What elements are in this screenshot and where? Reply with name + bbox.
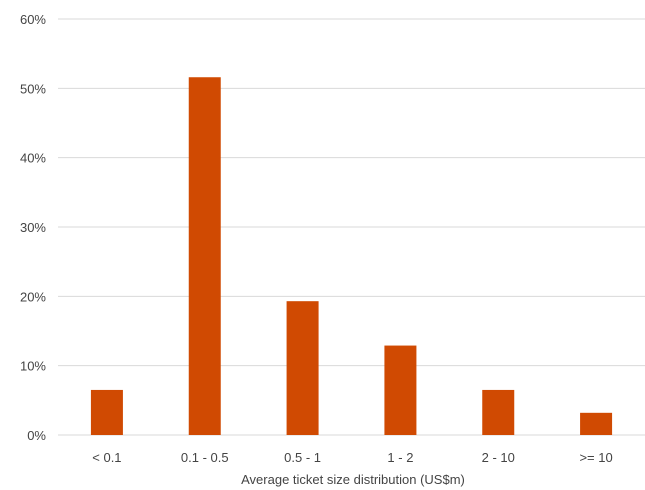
y-tick-label: 50% bbox=[20, 81, 46, 96]
y-tick-label: 30% bbox=[20, 220, 46, 235]
x-tick-label: >= 10 bbox=[579, 450, 612, 465]
gridlines bbox=[58, 18, 645, 436]
bars bbox=[90, 77, 613, 436]
y-tick-label: 20% bbox=[20, 289, 46, 304]
y-tick-label: 0% bbox=[27, 428, 46, 443]
bar bbox=[580, 412, 613, 435]
y-tick-label: 10% bbox=[20, 359, 46, 374]
x-tick-label: 0.5 - 1 bbox=[284, 450, 321, 465]
x-tick-label: 2 - 10 bbox=[482, 450, 515, 465]
y-axis-ticks: 0% 10% 20% 30% 40% 50% 60% bbox=[20, 12, 46, 443]
x-tick-label: 0.1 - 0.5 bbox=[181, 450, 229, 465]
y-tick-label: 40% bbox=[20, 151, 46, 166]
bar bbox=[188, 77, 221, 436]
y-tick-label: 60% bbox=[20, 12, 46, 27]
bar bbox=[482, 389, 515, 435]
x-axis-ticks: < 0.1 0.1 - 0.5 0.5 - 1 1 - 2 2 - 10 >= 10 bbox=[92, 450, 612, 465]
x-axis-label: Average ticket size distribution (US$m) bbox=[241, 472, 465, 487]
x-tick-label: < 0.1 bbox=[92, 450, 121, 465]
bar bbox=[286, 301, 319, 435]
bar bbox=[384, 345, 417, 435]
bar bbox=[90, 389, 123, 435]
x-tick-label: 1 - 2 bbox=[387, 450, 413, 465]
